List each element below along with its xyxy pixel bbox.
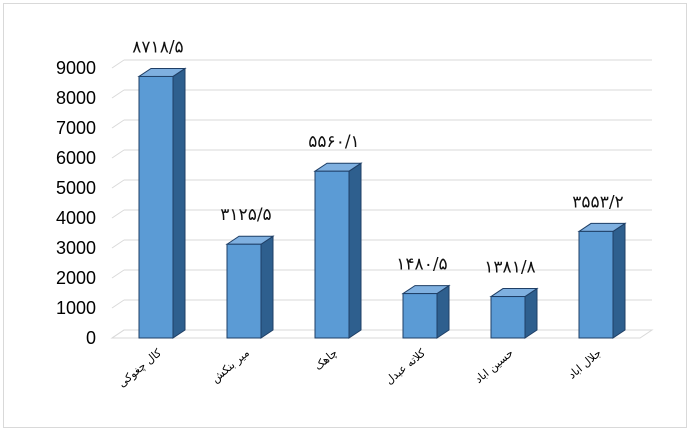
bar [401, 284, 451, 339]
gridline-connector [111, 209, 125, 219]
x-axis-categories: کال چغوکی میر بنکش چاهک کلاته عبدل حسین اباد… [116, 346, 604, 390]
gridline-connector [111, 149, 125, 159]
bar [489, 287, 539, 339]
bars [137, 67, 627, 339]
y-tick-label: 6000 [56, 148, 96, 168]
gridline-connector [111, 119, 125, 129]
gridlines [110, 59, 654, 339]
y-tick-label: 4000 [56, 208, 96, 228]
data-label: ۸۷۱۸/۵ [132, 37, 183, 57]
y-tick-label: 3000 [56, 238, 96, 258]
data-label: ۱۳۸۱/۸ [484, 258, 535, 278]
y-tick-label: 9000 [56, 58, 96, 78]
gridline-connector [111, 269, 125, 279]
gridline-connector [111, 59, 125, 69]
bar [313, 162, 363, 339]
x-category-label: میر بنکش [209, 346, 252, 385]
bar-front [226, 243, 262, 339]
y-tick-label: 7000 [56, 118, 96, 138]
gridline-connector [111, 179, 125, 189]
bar-front [578, 230, 614, 339]
bar-front [314, 170, 350, 339]
y-tick-label: 0 [86, 328, 96, 348]
y-tick-label: 5000 [56, 178, 96, 198]
data-labels: ۸۷۱۸/۵ ۳۱۲۵/۵ ۵۵۶۰/۱ ۱۴۸۰/۵ ۱۳۸۱/۸ ۳۵۵۳/۲ [132, 37, 623, 277]
plot-floor [110, 329, 654, 339]
bar-side [612, 222, 626, 339]
bar [137, 67, 187, 339]
data-label: ۱۴۸۰/۵ [396, 255, 447, 275]
gridline-connector [111, 299, 125, 309]
gridline-connector [111, 329, 125, 339]
y-tick-label: 8000 [56, 88, 96, 108]
bar-side [260, 235, 274, 339]
gridline-connector [111, 239, 125, 249]
x-category-label: حسین اباد [472, 346, 516, 386]
x-category-label: کلاته عبدل [383, 346, 429, 387]
x-category-label: کال چغوکی [116, 346, 165, 390]
bar [577, 222, 627, 339]
bar-side [172, 67, 186, 339]
y-tick-label: 2000 [56, 268, 96, 288]
x-category-label: چاهک [312, 346, 340, 373]
bar [225, 235, 275, 339]
y-axis-ticks: 0 1000 2000 3000 4000 5000 6000 7000 8000 9000 [56, 58, 96, 348]
bar-front [402, 293, 438, 339]
data-label: ۳۱۲۵/۵ [220, 205, 271, 225]
bar-front [138, 75, 174, 339]
data-label: ۳۵۵۳/۲ [572, 192, 623, 212]
bar-side [436, 284, 450, 339]
x-category-label: جلال اباد [566, 346, 604, 381]
y-tick-label: 1000 [56, 298, 96, 318]
bar-front [490, 296, 526, 339]
data-label: ۵۵۶۰/۱ [308, 132, 359, 152]
bar-side [524, 287, 538, 339]
gridline-connector [111, 89, 125, 99]
bar-side [348, 162, 362, 339]
